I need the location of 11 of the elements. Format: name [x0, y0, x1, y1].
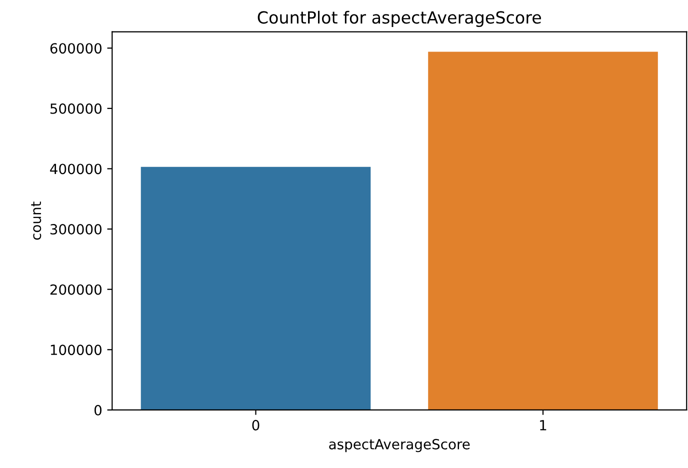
y-axis-title: count: [31, 202, 42, 240]
y-tick-label: 400000: [50, 164, 102, 174]
x-tick-label: 1: [540, 420, 546, 430]
y-tick-label: 500000: [50, 103, 102, 114]
y-tick-label: 600000: [50, 43, 102, 54]
y-tick-label: 300000: [50, 224, 102, 235]
y-tick-label: 100000: [50, 344, 102, 356]
chart-title: CountPlot for aspectAverageScore: [258, 10, 541, 27]
x-axis-title: aspectAverageScore: [329, 438, 470, 452]
y-tick-label: 0: [94, 404, 102, 416]
y-tick-label: 200000: [50, 284, 102, 295]
